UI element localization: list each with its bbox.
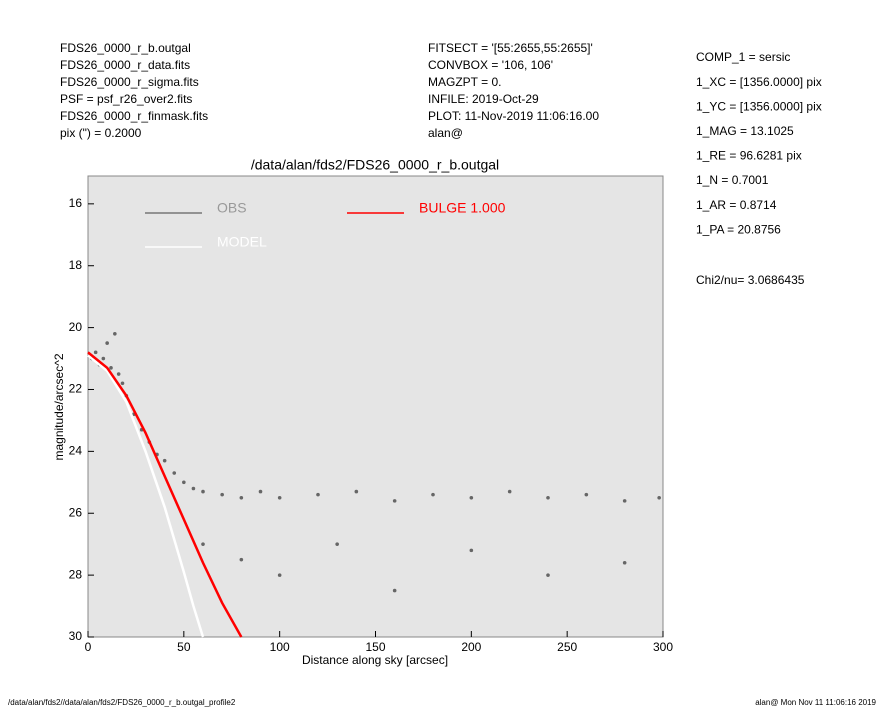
obs-point	[105, 341, 109, 345]
header-left-line: PSF = psf_r26_over2.fits	[60, 92, 192, 106]
header-middle-line: INFILE: 2019-Oct-29	[428, 92, 539, 106]
y-tick-label: 28	[69, 567, 83, 581]
y-tick-label: 22	[69, 382, 83, 396]
obs-point	[431, 492, 435, 497]
header-middle-line: PLOT: 11-Nov-2019 11:06:16.00	[428, 109, 599, 123]
obs-point	[258, 489, 263, 494]
obs-point	[116, 372, 121, 376]
obs-point	[101, 356, 106, 361]
legend-label: BULGE 1.000	[419, 200, 506, 216]
obs-point	[316, 492, 320, 497]
legend-label: MODEL	[217, 234, 267, 250]
param-line: 1_YC = [1356.0000] pix	[696, 99, 822, 113]
y-tick-label: 16	[69, 196, 83, 210]
obs-point	[239, 557, 244, 562]
x-tick-label: 150	[365, 640, 385, 654]
x-tick-label: 200	[461, 640, 481, 654]
obs-point	[109, 366, 113, 370]
x-tick-label: 300	[653, 640, 673, 654]
y-axis-label: magnitude/arcsec^2	[52, 353, 66, 460]
obs-point	[239, 495, 244, 500]
obs-point	[622, 560, 627, 565]
y-tick-label: 24	[69, 444, 83, 458]
obs-point	[507, 489, 512, 494]
param-line: COMP_1 = sersic	[696, 50, 790, 64]
header-middle-line: MAGZPT = 0.	[428, 75, 501, 89]
param-line: 1_RE = 96.6281 pix	[696, 149, 802, 163]
obs-point	[354, 489, 359, 494]
chart-title: /data/alan/fds2/FDS26_0000_r_b.outgal	[251, 157, 499, 173]
plot-area	[87, 175, 664, 638]
obs-point	[584, 492, 589, 497]
header-left-line: FDS26_0000_r_sigma.fits	[60, 75, 199, 89]
obs-point	[93, 350, 98, 355]
param-line: 1_AR = 0.8714	[696, 198, 777, 212]
header-middle-line: CONVBOX = '106, 106'	[428, 58, 553, 72]
obs-point	[162, 458, 167, 463]
obs-point	[113, 331, 117, 336]
header-left-line: FDS26_0000_r_finmask.fits	[60, 109, 208, 123]
obs-point	[120, 381, 125, 386]
x-axis-label: Distance along sky [arcsec]	[302, 653, 448, 667]
header-middle-line: alan@	[428, 126, 463, 140]
x-tick-label: 0	[85, 640, 92, 654]
footer-right: alan@ Mon Nov 11 11:06:16 2019	[755, 698, 876, 707]
obs-point	[657, 495, 661, 500]
y-tick-label: 20	[69, 320, 83, 334]
header-left-line: FDS26_0000_r_data.fits	[60, 58, 190, 72]
obs-point	[220, 492, 224, 497]
obs-point	[392, 499, 397, 503]
param-line: 1_PA = 20.8756	[696, 222, 781, 236]
legend-label: OBS	[217, 200, 247, 216]
obs-point	[622, 499, 627, 503]
obs-point	[191, 486, 196, 491]
x-tick-label: 100	[270, 640, 290, 654]
x-tick-label: 50	[177, 640, 191, 654]
obs-point	[546, 573, 550, 577]
profile-line	[87, 351, 243, 638]
y-tick-label: 26	[69, 505, 83, 519]
param-line: 1_MAG = 13.1025	[696, 124, 794, 138]
y-tick-label: 18	[69, 258, 83, 272]
header-left-line: FDS26_0000_r_b.outgal	[60, 41, 191, 55]
profile-line	[87, 354, 205, 638]
obs-point	[172, 471, 177, 475]
param-line: 1_N = 0.7001	[696, 173, 769, 187]
obs-point	[182, 480, 186, 485]
footer-left: /data/alan/fds2//data/alan/fds2/FDS26_00…	[8, 698, 236, 707]
obs-point	[469, 495, 474, 500]
obs-point	[546, 495, 550, 500]
header-middle-line: FITSECT = '[55:2655,55:2655]'	[428, 41, 593, 55]
obs-point	[392, 588, 397, 593]
chi2: Chi2/nu= 3.0686435	[696, 273, 805, 287]
obs-point	[277, 495, 282, 500]
header-left-line: pix (") = 0.2000	[60, 126, 142, 140]
obs-point	[335, 542, 339, 546]
obs-point	[469, 548, 474, 553]
obs-point	[201, 542, 205, 546]
y-tick-label: 30	[69, 629, 83, 643]
obs-point	[277, 573, 282, 577]
x-tick-label: 250	[557, 640, 577, 654]
param-line: 1_XC = [1356.0000] pix	[696, 75, 822, 89]
obs-point	[201, 489, 205, 494]
